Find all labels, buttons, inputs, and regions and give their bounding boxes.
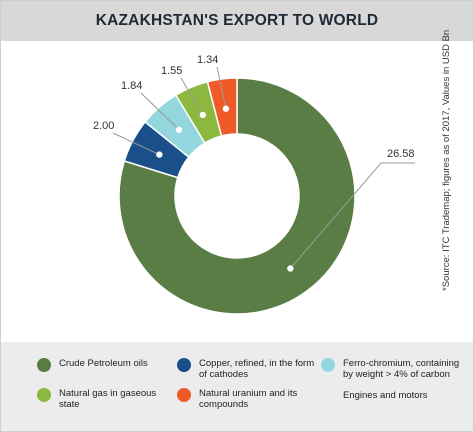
- legend-label-crude: Crude Petroleum oils: [59, 358, 148, 369]
- legend-label-engines: Engines and motors: [343, 390, 428, 401]
- donut-slice-uranium: [206, 77, 238, 137]
- leader-line-uranium: [216, 66, 227, 109]
- legend-item-copper: Copper, refined, in the form of cathodes: [177, 358, 317, 380]
- leader-dot-gas: [199, 111, 207, 119]
- title-bar: KAZAKHSTAN'S EXPORT TO WORLD: [1, 1, 473, 41]
- leader-line-copper: [112, 132, 160, 156]
- source-note: *Source: ITC Trademap; figures as of 201…: [441, 29, 452, 291]
- legend-label-uranium: Natural uranium and its compounds: [199, 388, 298, 410]
- donut-slice-crude: [118, 77, 356, 315]
- legend-swatch-crude: [37, 358, 51, 372]
- legend-swatch-copper: [177, 358, 191, 372]
- leader-dot-crude: [287, 265, 294, 272]
- legend-label-copper: Copper, refined, in the form of cathodes: [199, 358, 315, 380]
- leader-line-crude: [289, 162, 415, 269]
- value-label-crude: 26.58: [387, 148, 415, 160]
- leader-dot-copper: [156, 151, 163, 158]
- value-label-copper: 2.00: [93, 120, 114, 132]
- legend-item-gas: Natural gas in gaseous state: [37, 388, 179, 410]
- legend-swatch-ferro: [321, 358, 335, 372]
- legend-item-crude: Crude Petroleum oils: [37, 358, 169, 372]
- donut-chart: 26.58 2.00 1.84 1.55 1.34: [93, 54, 415, 315]
- leader-dot-uranium: [222, 105, 230, 112]
- value-label-uranium: 1.34: [197, 54, 218, 66]
- leader-line-gas: [180, 77, 204, 116]
- value-label-gas: 1.55: [161, 65, 182, 77]
- legend-swatch-gas: [37, 388, 51, 402]
- legend-label-ferro: Ferro-chromium, containing by weight > 4…: [343, 358, 460, 380]
- legend-item-engines: Engines and motors: [343, 390, 453, 401]
- leader-line-ferro: [140, 92, 180, 131]
- chart-title: KAZAKHSTAN'S EXPORT TO WORLD: [95, 12, 379, 29]
- legend: Crude Petroleum oils Copper, refined, in…: [1, 342, 473, 431]
- leader-dot-ferro: [175, 126, 183, 133]
- legend-swatch-uranium: [177, 388, 191, 402]
- value-label-ferro: 1.84: [121, 80, 142, 92]
- legend-item-uranium: Natural uranium and its compounds: [177, 388, 309, 410]
- legend-item-ferro: Ferro-chromium, containing by weight > 4…: [321, 358, 461, 380]
- legend-label-gas: Natural gas in gaseous state: [59, 388, 157, 410]
